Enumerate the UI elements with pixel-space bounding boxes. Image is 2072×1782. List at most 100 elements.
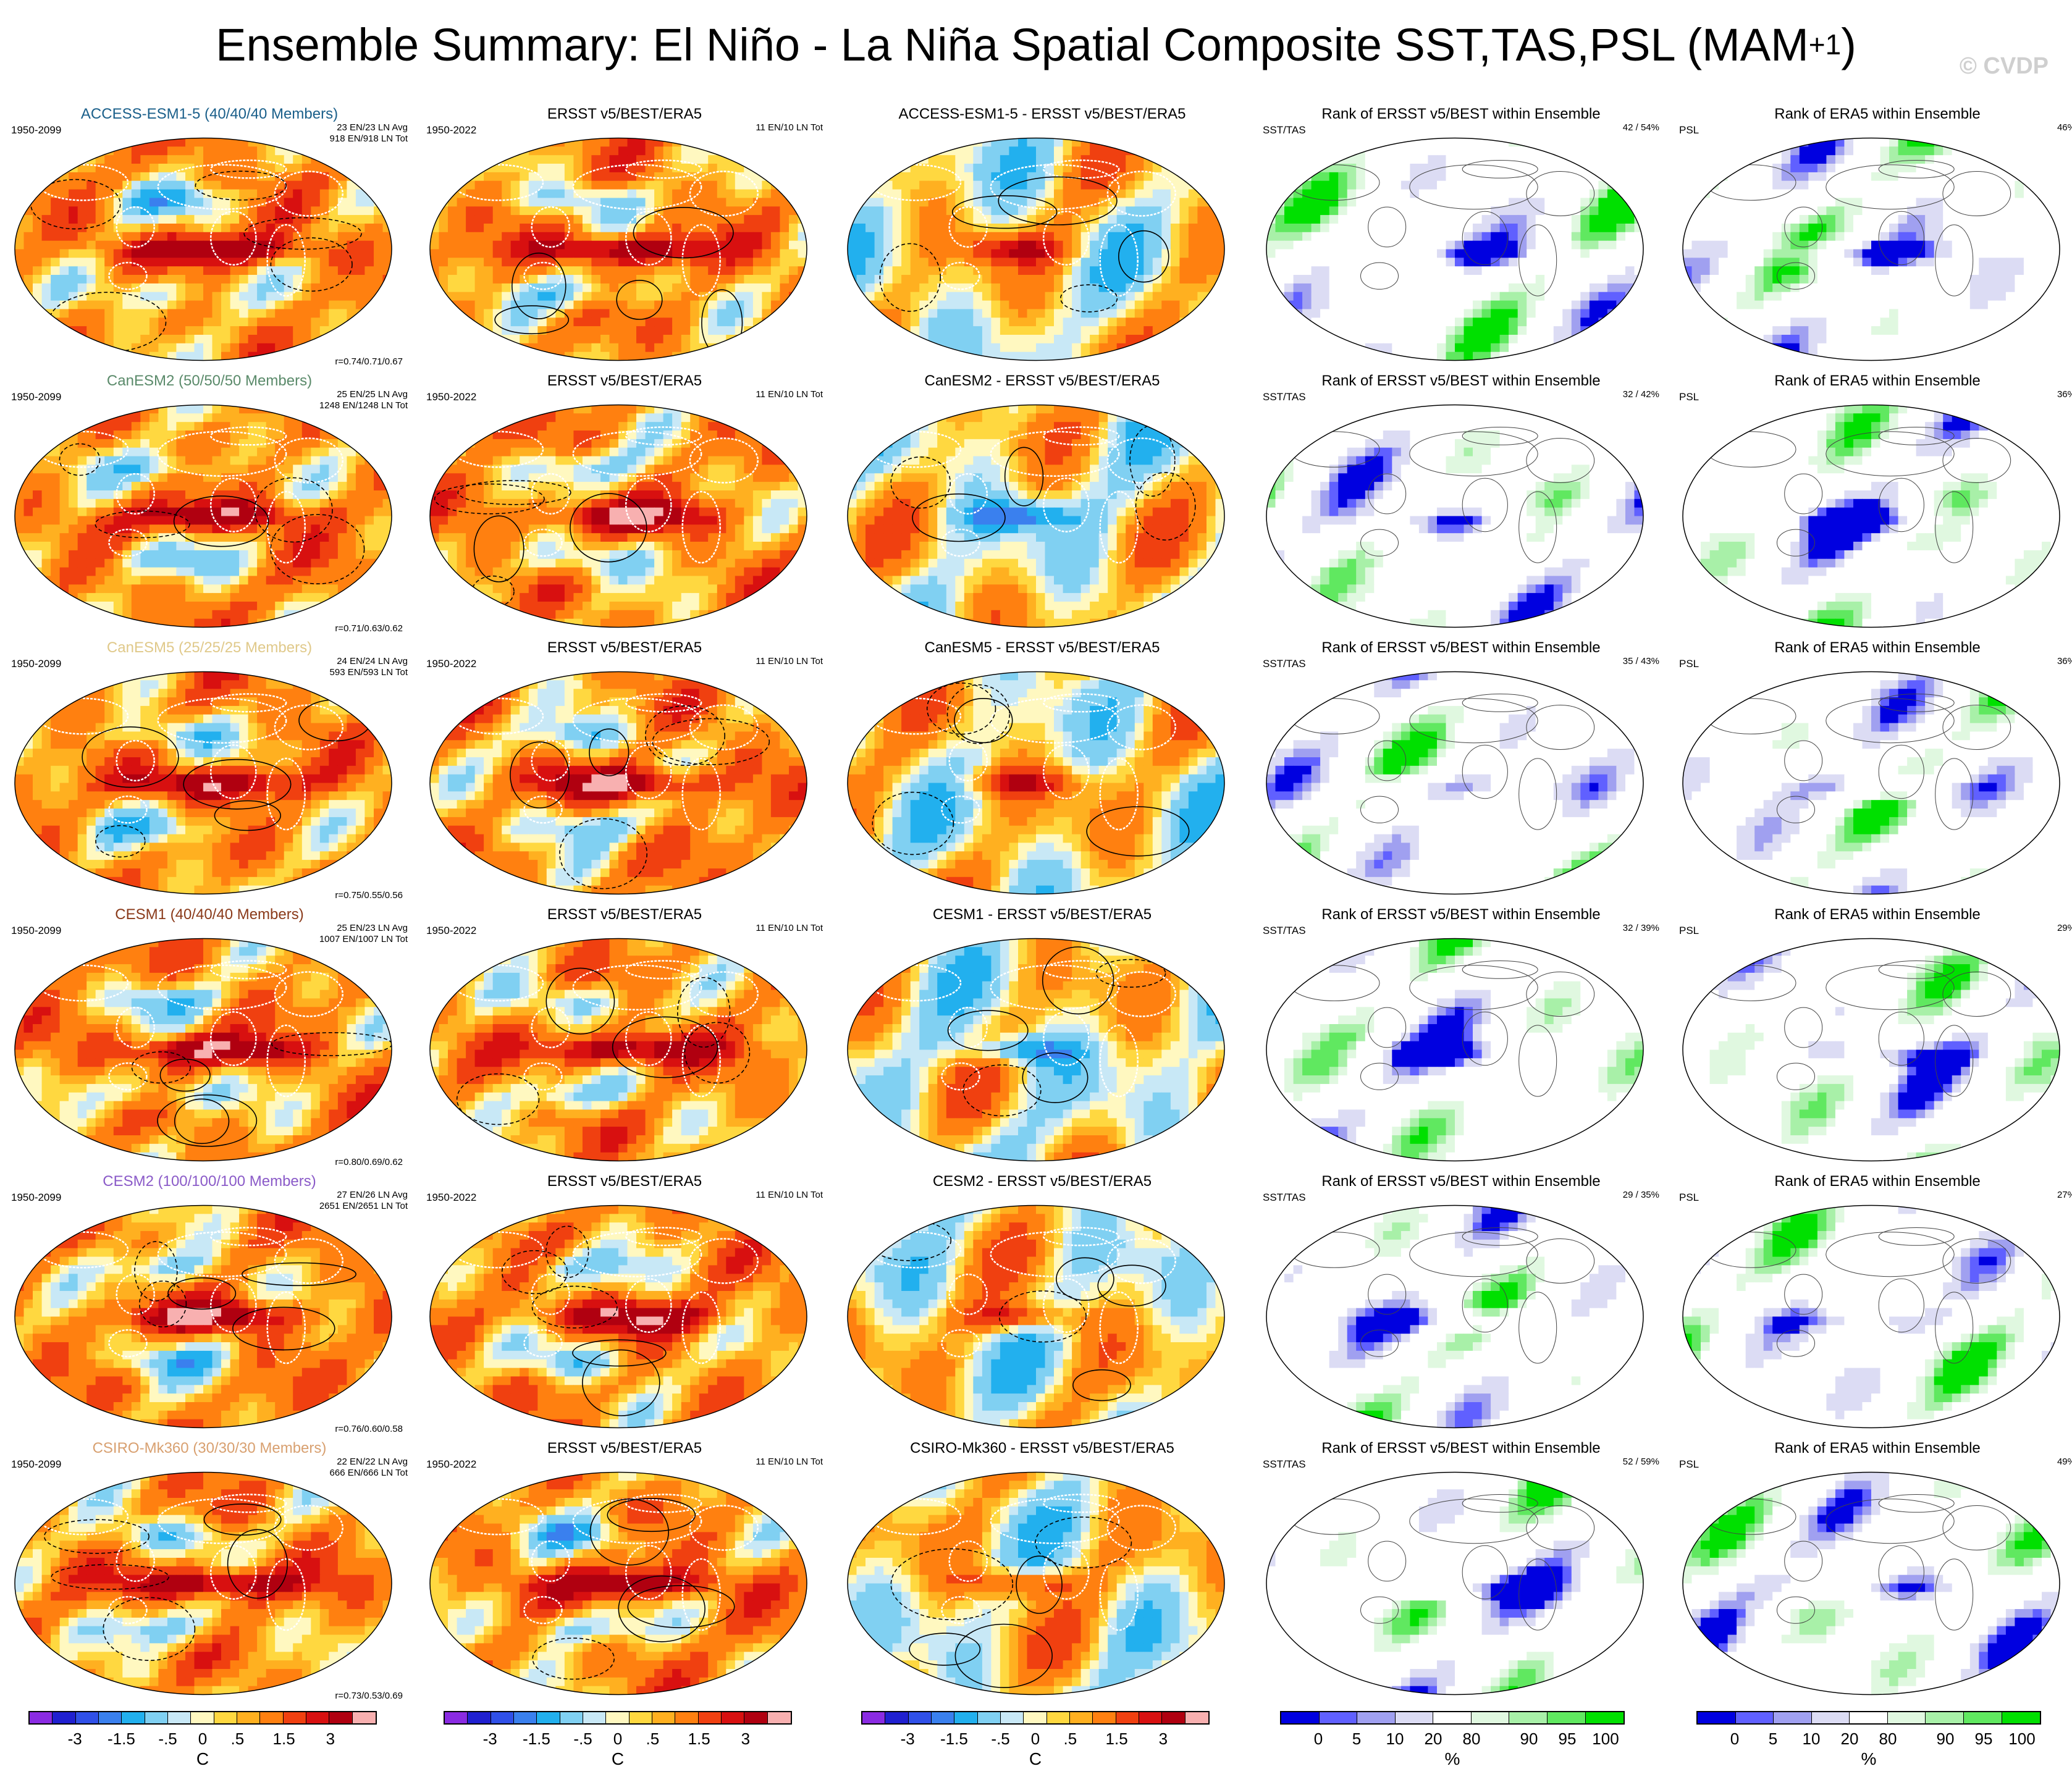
difference-map: CESM2 - ERSST v5/BEST/ERA5 <box>835 1171 1249 1438</box>
colorbar-tick-label: 95 <box>1975 1729 1993 1749</box>
diff-panel-title: CESM2 - ERSST v5/BEST/ERA5 <box>835 1172 1249 1191</box>
colorbar-swatch <box>537 1712 560 1723</box>
colorbar-swatch <box>652 1712 676 1723</box>
colorbar-tick-label: .5 <box>231 1729 245 1749</box>
colorbar-swatch <box>862 1712 886 1723</box>
colorbar-tick-label: 10 <box>1386 1729 1404 1749</box>
colorbar-tick-label: 0 <box>1031 1729 1040 1749</box>
globe-map <box>1682 1204 2060 1429</box>
colorbar-tick-label: 1.5 <box>273 1729 295 1749</box>
colorbar-swatch <box>1509 1712 1548 1723</box>
rank-psl-percent: 29% <box>2057 923 2072 934</box>
colorbar-swatch <box>721 1712 745 1723</box>
colorbar-swatch <box>1774 1712 1812 1723</box>
colorbar-swatch <box>1319 1712 1358 1723</box>
colorbar-tick-label: 1.5 <box>688 1729 710 1749</box>
colorbar-tick-label: 20 <box>1425 1729 1442 1749</box>
colorbar-swatch <box>1047 1712 1070 1723</box>
colorbar-swatch <box>1433 1712 1472 1723</box>
avg-events: 23 EN/23 LN Avg <box>330 122 408 133</box>
model-event-counts: 22 EN/22 LN Avg 666 EN/666 LN Tot <box>330 1456 408 1479</box>
obs-years: 1950-2022 <box>426 658 476 670</box>
model-composite-map: r=0.80/0.69/0.62 CESM1 (40/40/40 Members)… <box>2 904 416 1171</box>
obs-years: 1950-2022 <box>426 1458 476 1471</box>
rank-sst-title: Rank of ERSST v5/BEST within Ensemble <box>1254 105 1668 124</box>
difference-map: CanESM2 - ERSST v5/BEST/ERA5 <box>835 371 1249 637</box>
colorbar-swatch <box>1281 1712 1320 1723</box>
model-event-counts: 27 EN/26 LN Avg 2651 EN/2651 LN Tot <box>319 1190 408 1212</box>
globe-map <box>429 1204 807 1429</box>
colorbar-swatch <box>53 1712 76 1723</box>
colorbar-tick-label: 0 <box>1730 1729 1739 1749</box>
colorbar-swatches <box>28 1711 377 1725</box>
pattern-correlation: r=0.76/0.60/0.58 <box>335 1424 403 1434</box>
colorbar-swatch <box>214 1712 237 1723</box>
rank-psl-title: Rank of ERA5 within Ensemble <box>1670 639 2072 657</box>
sst-tas-rank-map: Rank of ERSST v5/BEST within Ensemble SST… <box>1254 1438 1668 1705</box>
rank-sst-title: Rank of ERSST v5/BEST within Ensemble <box>1254 1439 1668 1458</box>
obs-years: 1950-2022 <box>426 925 476 937</box>
globe-map <box>847 671 1225 895</box>
colorbar-swatch <box>1139 1712 1163 1723</box>
globe-map <box>14 1204 392 1429</box>
colorbar-tick-label: 3 <box>1159 1729 1168 1749</box>
colorbar-tick-label: -3 <box>68 1729 82 1749</box>
colorbar-swatch <box>306 1712 330 1723</box>
model-composite-map: r=0.73/0.53/0.69 CSIRO-Mk360 (30/30/30 Me… <box>2 1438 416 1705</box>
colorbar-tick-label: 5 <box>1769 1729 1777 1749</box>
observed-composite-map: ERSST v5/BEST/ERA5 1950-2022 11 EN/10 LN T… <box>418 637 832 904</box>
colorbar-swatch <box>167 1712 192 1723</box>
obs-years: 1950-2022 <box>426 391 476 403</box>
observed-composite-map: ERSST v5/BEST/ERA5 1950-2022 11 EN/10 LN T… <box>418 1438 832 1705</box>
total-events: 593 EN/593 LN Tot <box>330 667 408 678</box>
globe-map <box>847 137 1225 361</box>
colorbar-tick-label: -1.5 <box>107 1729 135 1749</box>
temperature-colorbar-1: -3 -1.5 -.5 0 .5 1.5 3 C <box>28 1711 377 1779</box>
globe-map <box>1266 1471 1644 1696</box>
rank-psl-label: PSL <box>1679 124 1699 137</box>
colorbar-tick-label: .5 <box>646 1729 660 1749</box>
rank-psl-title: Rank of ERA5 within Ensemble <box>1670 906 2072 924</box>
globe-map <box>1266 404 1644 628</box>
rank-colorbar-1: 0 5 10 20 80 90 95 100% <box>1280 1711 1625 1779</box>
colorbar-unit-label: % <box>1445 1749 1460 1769</box>
colorbar-tick-label: 90 <box>1520 1729 1538 1749</box>
rank-psl-title: Rank of ERA5 within Ensemble <box>1670 105 2072 124</box>
colorbar-swatch <box>191 1712 214 1723</box>
rank-psl-percent: 46% <box>2057 122 2072 133</box>
globe-map <box>14 1471 392 1696</box>
globe-map <box>847 938 1225 1162</box>
sst-tas-rank-map: Rank of ERSST v5/BEST within Ensemble SST… <box>1254 371 1668 637</box>
avg-events: 25 EN/25 LN Avg <box>319 389 408 400</box>
rank-sst-label: SST/TAS <box>1263 1192 1306 1204</box>
rank-sst-percent: 29 / 35% <box>1623 1190 1659 1201</box>
colorbar-swatches <box>444 1711 792 1725</box>
globe-map <box>429 1471 807 1696</box>
colorbar-swatch <box>606 1712 630 1723</box>
colorbar-swatch <box>98 1712 122 1723</box>
colorbar-swatch <box>30 1712 53 1723</box>
colorbar-tick-label: -.5 <box>991 1729 1009 1749</box>
temperature-colorbar-3: -3 -1.5 -.5 0 .5 1.5 3 C <box>861 1711 1210 1779</box>
obs-panel-title: ERSST v5/BEST/ERA5 <box>418 105 832 124</box>
rank-sst-label: SST/TAS <box>1263 1458 1306 1471</box>
rank-psl-title: Rank of ERA5 within Ensemble <box>1670 1439 2072 1458</box>
colorbar-swatch <box>954 1712 978 1723</box>
rank-psl-label: PSL <box>1679 925 1699 937</box>
temperature-colorbar-2: -3 -1.5 -.5 0 .5 1.5 3 C <box>444 1711 792 1779</box>
colorbar-tick-label: .5 <box>1064 1729 1077 1749</box>
colorbar-swatch <box>698 1712 722 1723</box>
globe-map <box>1682 137 2060 361</box>
obs-panel-title: ERSST v5/BEST/ERA5 <box>418 372 832 390</box>
model-panel-title: CSIRO-Mk360 (30/30/30 Members) <box>2 1439 416 1458</box>
observed-composite-map: ERSST v5/BEST/ERA5 1950-2022 11 EN/10 LN T… <box>418 104 832 371</box>
model-composite-map: r=0.75/0.55/0.56 CanESM5 (25/25/25 Member… <box>2 637 416 904</box>
obs-event-counts: 11 EN/10 LN Tot <box>756 122 823 133</box>
colorbar-swatch <box>1069 1712 1093 1723</box>
colorbar-tick-label: 20 <box>1841 1729 1859 1749</box>
pattern-correlation: r=0.71/0.63/0.62 <box>335 623 403 634</box>
rank-sst-percent: 32 / 39% <box>1623 923 1659 934</box>
